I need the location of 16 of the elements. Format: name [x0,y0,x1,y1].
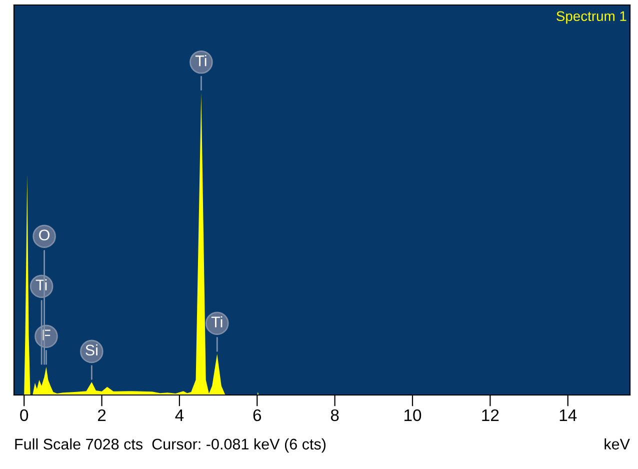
x-tick-label: 6 [253,409,262,422]
x-tick-label: 4 [175,410,184,421]
text: Spectrum 1 [556,11,626,24]
annotation: Ti [211,316,222,328]
x-tick-label: 2 [98,409,106,421]
x-tick-label: 12 [482,409,499,421]
annotation: O [39,230,50,240]
text: Full Scale 7028 cts Cursor: -0.081 keV (6 cts) [15,438,326,453]
x-tick-label: 14 [560,410,577,421]
x-tick-label: 8 [330,409,339,422]
annotation: Ti [195,55,206,66]
x-axis-title: keV [604,438,630,450]
annotation: Si [86,344,98,356]
annotation: Ti [36,279,47,290]
x-tick-label: 0 [20,409,28,422]
x-tick-label: 10 [404,409,422,422]
